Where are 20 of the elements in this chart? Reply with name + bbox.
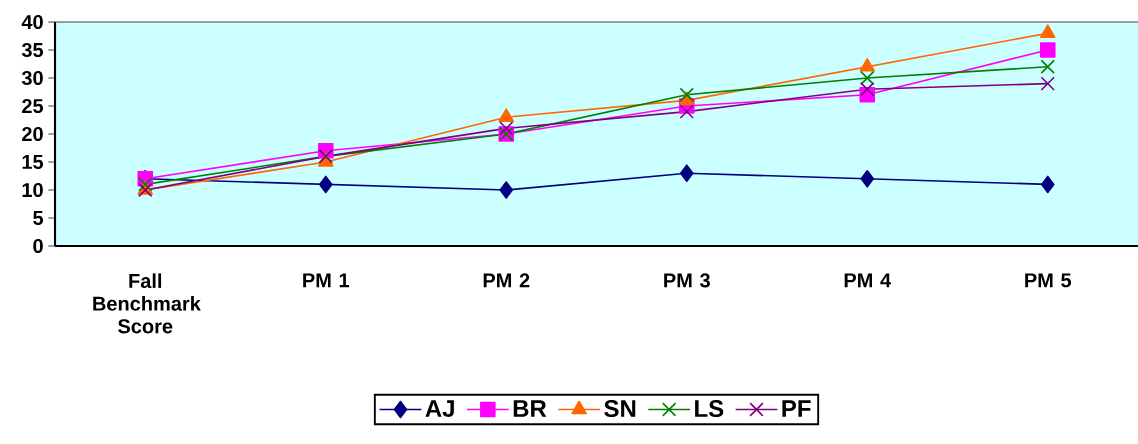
legend-label: SN: [604, 400, 636, 418]
y-tick-label: 35: [21, 42, 44, 58]
x-tick-label: PM 3: [664, 273, 710, 288]
x-tick-label: PM 2: [483, 273, 530, 288]
y-tick-label: 15: [22, 155, 44, 169]
x-tick-label: PM 4: [844, 273, 892, 288]
x-tick-label: PM 5: [1025, 273, 1072, 288]
legend-label: PF: [782, 400, 811, 417]
x-tick-label: PM 1: [303, 273, 350, 288]
legend-label: AJ: [425, 400, 454, 417]
y-tick-label: 20: [22, 126, 43, 142]
y-tick-label: 10: [22, 182, 43, 198]
y-tick-label: 25: [22, 98, 44, 114]
y-tick-label: 40: [21, 14, 43, 30]
x-tick-label: Fall Benchmark Score: [93, 273, 201, 334]
legend-label: BR: [513, 400, 547, 417]
y-tick-label: 30: [21, 70, 43, 86]
y-tick-label: 5: [33, 211, 44, 225]
legend-label: LS: [695, 400, 724, 418]
y-tick-label: 0: [33, 238, 43, 254]
